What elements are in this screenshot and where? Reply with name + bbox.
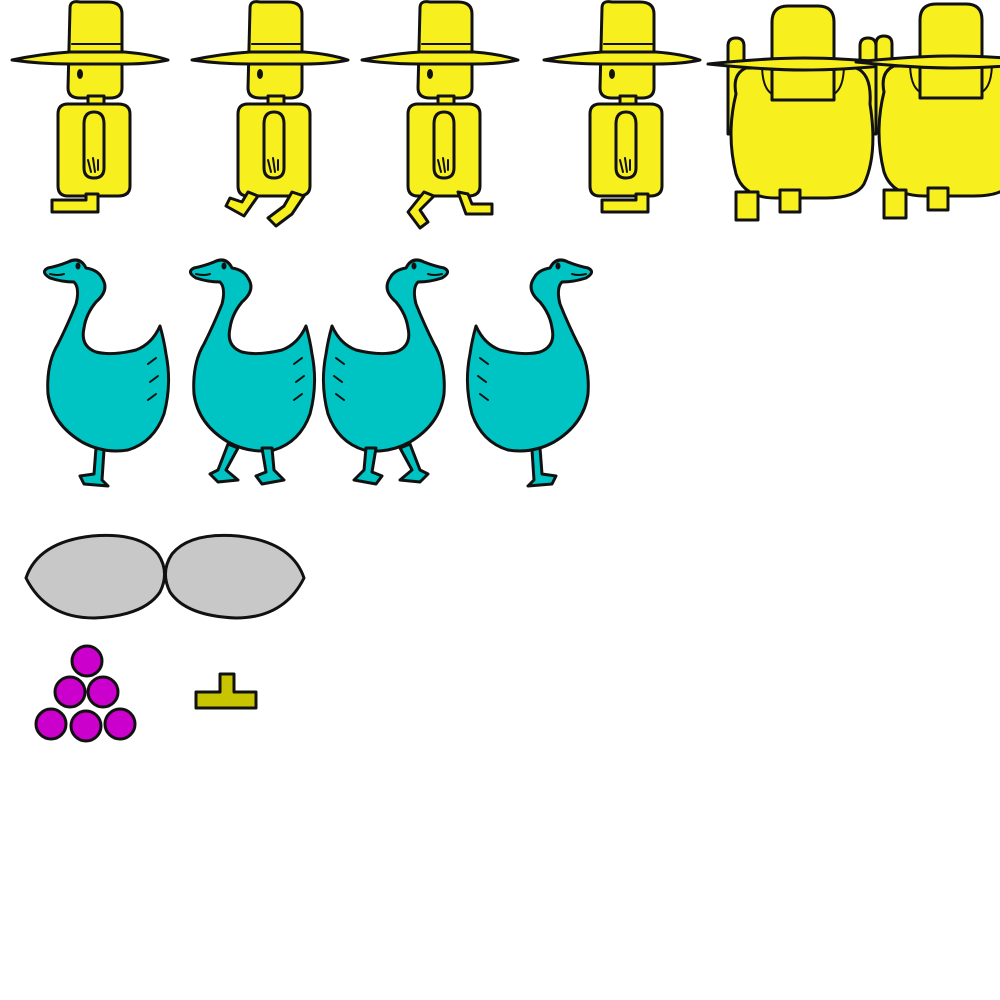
farmer-frame-4 [542, 0, 702, 214]
goose-frame-2 [188, 258, 317, 486]
berry-pile [34, 644, 137, 743]
peg-item [194, 672, 258, 710]
farmer-frame-1 [10, 0, 170, 214]
farmer-frame-5 [706, 4, 904, 222]
goose-frame-1 [42, 258, 171, 488]
goose-frame-3 [321, 258, 450, 486]
farmer-frame-3 [360, 0, 520, 230]
farmer-frame-2 [190, 0, 350, 228]
goose-frame-4 [465, 258, 594, 488]
farmer-frame-6 [854, 2, 1000, 220]
egg-frame-2 [163, 533, 306, 620]
egg-frame-1 [24, 533, 167, 620]
